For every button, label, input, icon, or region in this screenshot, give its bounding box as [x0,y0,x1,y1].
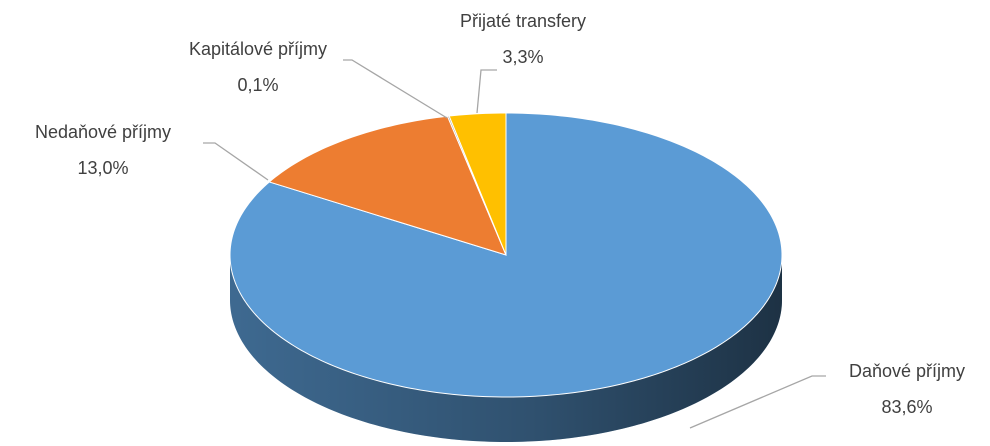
value-label: 83,6% [881,397,932,417]
leader-line [343,59,448,119]
category-label: Kapitálové příjmy [189,39,327,59]
value-label: 13,0% [77,158,128,178]
leader-line [476,69,497,114]
category-label: Nedaňové příjmy [35,122,171,142]
category-label: Přijaté transfery [460,11,586,31]
value-label: 0,1% [237,75,278,95]
slice [448,112,507,256]
category-label: Daňové příjmy [849,361,965,381]
value-label: 3,3% [502,47,543,67]
leader-line [203,142,269,181]
leader-line [689,375,826,429]
slice [268,115,507,256]
slice-side-shade [230,255,782,442]
